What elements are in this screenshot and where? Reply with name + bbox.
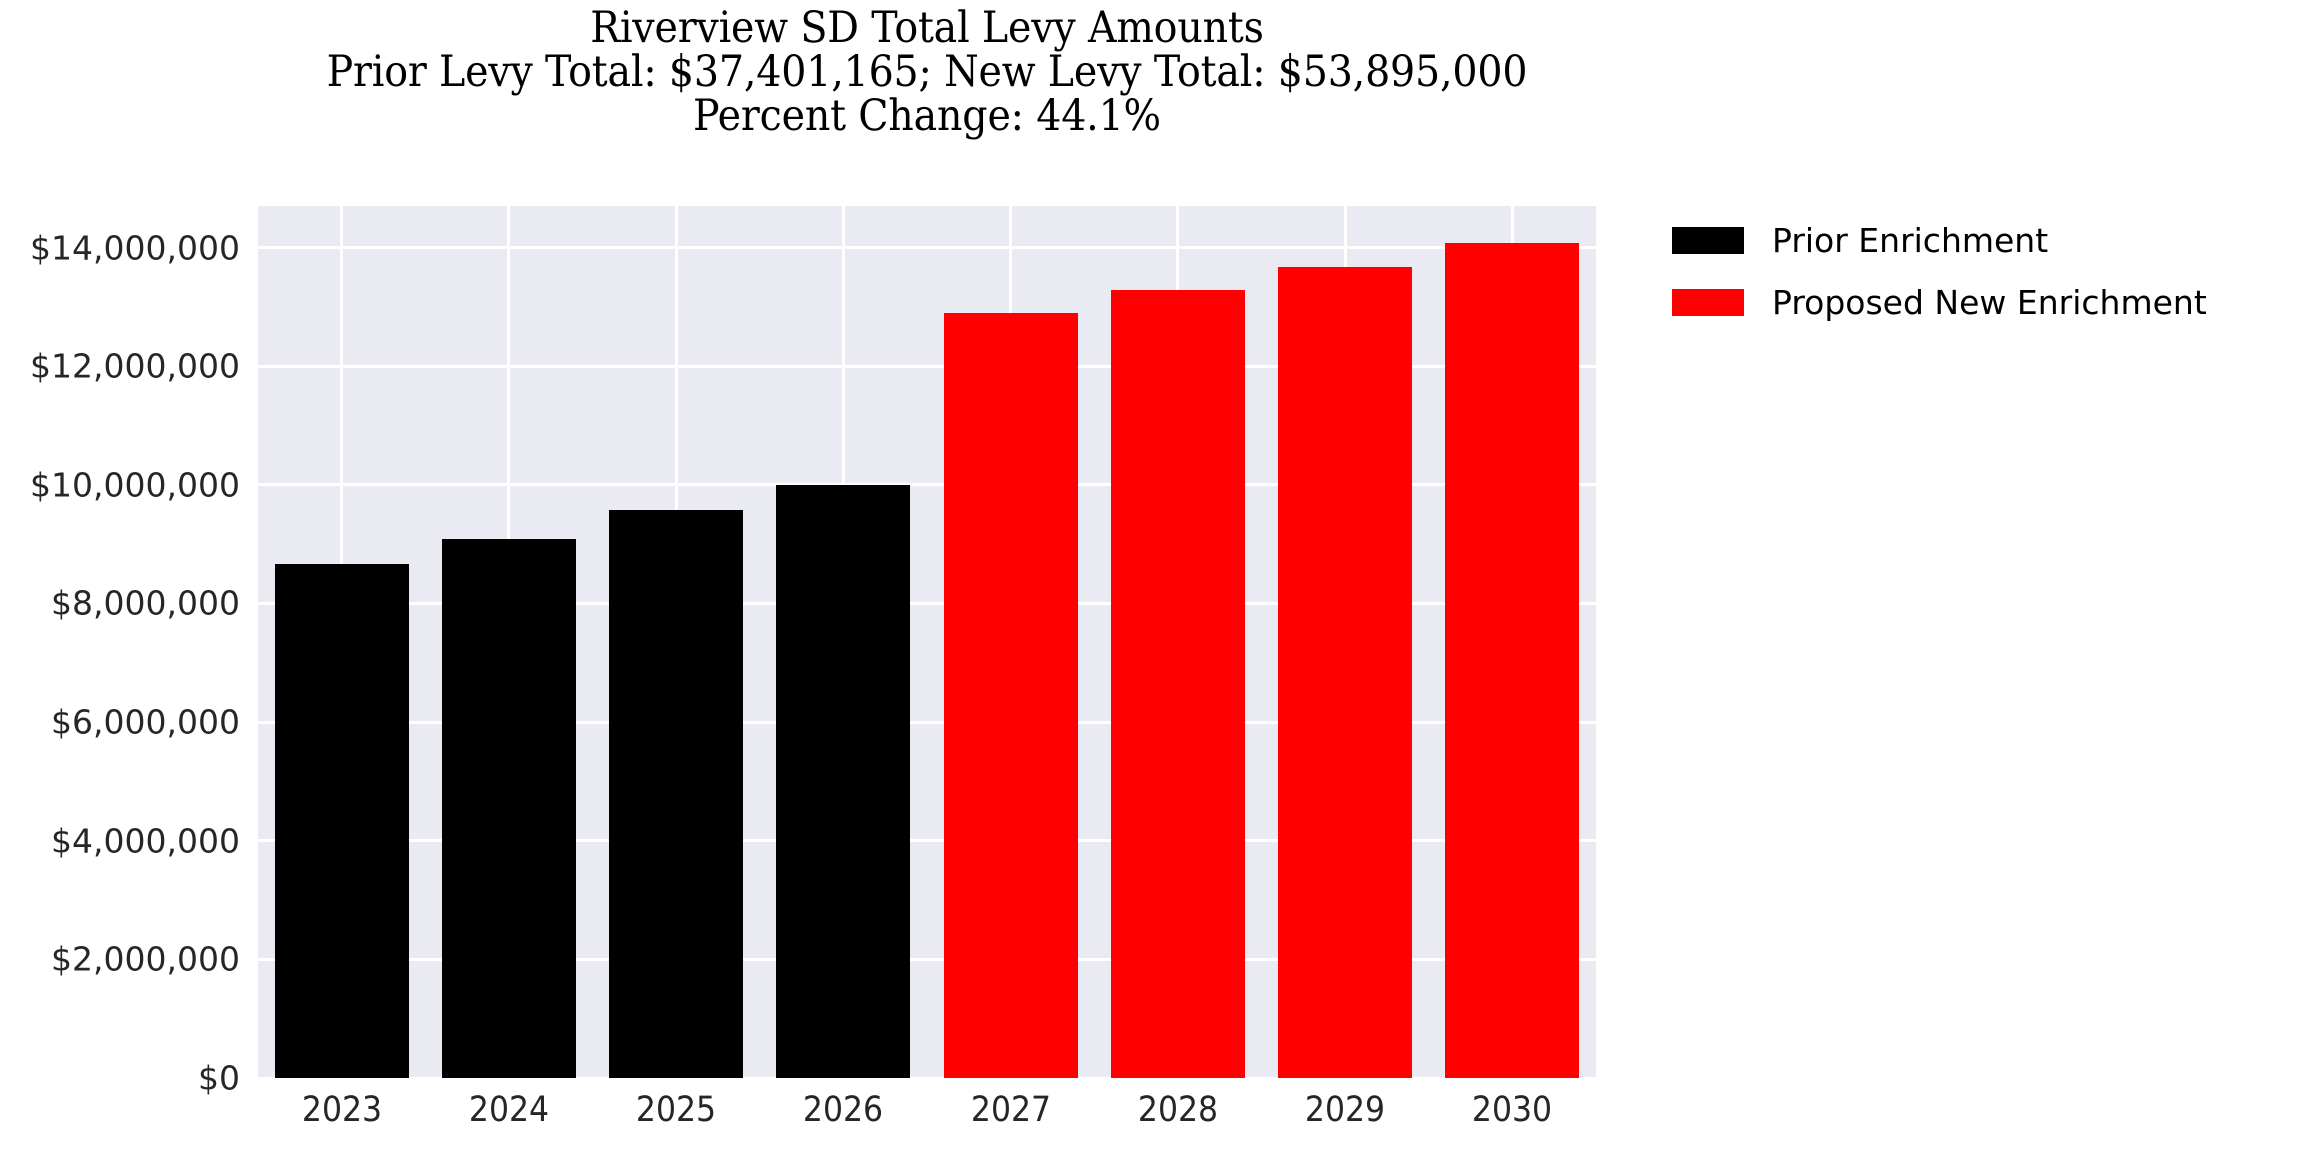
legend-item[interactable]: Proposed New Enrichment [1672,274,2272,330]
y-axis-tick-label: $0 [198,1058,240,1098]
gridline-horizontal [258,483,1596,487]
bar-2025 [609,509,744,1078]
gridline-horizontal [258,601,1596,605]
legend-swatch-icon [1672,226,1744,254]
legend-item-label: Prior Enrichment [1772,220,2049,260]
bar-2024 [441,539,576,1078]
x-axis-tick-label: 2030 [1472,1090,1553,1130]
legend-swatch-icon [1672,288,1744,316]
gridline-horizontal [258,364,1596,368]
bar-2029 [1278,266,1413,1078]
bar-2026 [776,484,911,1078]
y-axis-tick-label: $4,000,000 [51,821,240,861]
gridline-horizontal [258,957,1596,961]
y-axis-tick-label: $2,000,000 [51,939,240,979]
chart-title-line-3: Percent Change: 44.1% [693,91,1161,141]
bar-2028 [1110,290,1245,1078]
bar-2030 [1445,242,1580,1078]
x-axis-tick-label: 2029 [1305,1090,1386,1130]
y-axis-tick-label: $12,000,000 [30,346,240,386]
x-axis-tick-label: 2027 [970,1090,1051,1130]
y-axis-tick-label: $14,000,000 [30,228,240,268]
gridline-horizontal [258,839,1596,843]
gridline-horizontal [258,720,1596,724]
x-axis-tick-label: 2023 [301,1090,382,1130]
legend-item-label: Proposed New Enrichment [1772,282,2207,322]
x-axis-tick-label: 2026 [803,1090,884,1130]
y-axis-tick-label: $8,000,000 [51,583,240,623]
chart-title: Riverview SD Total Levy Amounts Prior Le… [258,6,1596,138]
plot-area [258,206,1596,1080]
chart-title-line-2: Prior Levy Total: $37,401,165; New Levy … [326,47,1528,97]
gridline-horizontal [258,246,1596,250]
y-axis-tick-label: $6,000,000 [51,702,240,742]
legend-item[interactable]: Prior Enrichment [1672,212,2272,268]
bar-2027 [943,312,1078,1078]
x-axis-tick-label: 2024 [468,1090,549,1130]
x-axis-tick-label: 2028 [1137,1090,1218,1130]
gridline-horizontal [258,1076,1596,1080]
y-axis-tick-label: $10,000,000 [30,465,240,505]
chart-title-line-1: Riverview SD Total Levy Amounts [590,3,1264,53]
bar-2023 [274,563,409,1078]
x-axis-tick-label: 2025 [636,1090,717,1130]
chart-legend: Prior Enrichment Proposed New Enrichment [1672,212,2272,336]
